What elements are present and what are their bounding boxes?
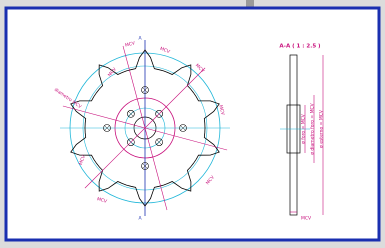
section-title: A-A ( 1 : 2.5 )	[279, 44, 321, 50]
dim-label: ø diametro foro = MCV	[310, 102, 316, 154]
page: {"front_view": {"section_markers": ["A",…	[0, 0, 385, 248]
dim-label: ø esterno = MCV	[319, 109, 325, 148]
drawing-sheet: A-A ( 1 : 2.5 ) ø foro = MCV ø diametro …	[0, 0, 385, 248]
plate-section	[290, 55, 297, 215]
dim-label: MCV	[301, 216, 312, 222]
dim-label: ø foro = MCV	[301, 113, 307, 144]
